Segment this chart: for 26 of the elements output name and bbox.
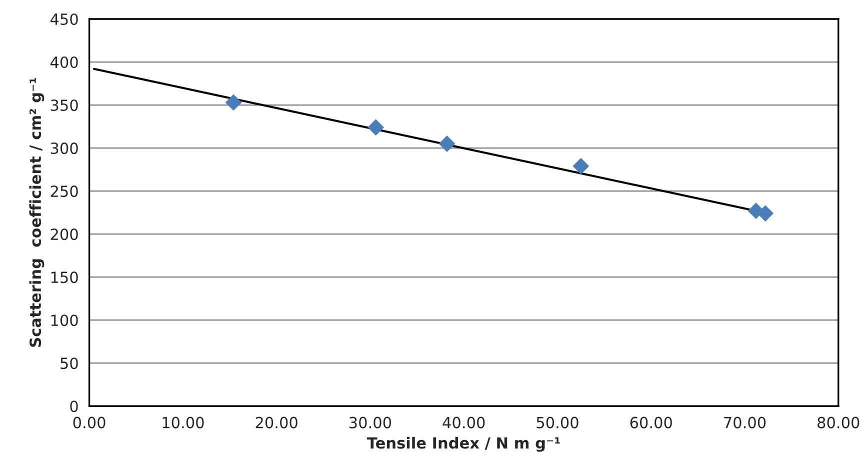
point [438, 136, 456, 152]
y-tick-label: 150 [51, 272, 78, 284]
y-tick-label: 100 [51, 314, 78, 326]
x-tick-label: 50.00 [536, 416, 578, 428]
point [757, 205, 774, 222]
point [572, 158, 590, 174]
y-axis-title: Scattering coefficient / cm² g⁻¹ [29, 78, 44, 347]
x-tick-label: 60.00 [630, 416, 672, 428]
y-tick-label: 300 [50, 142, 78, 154]
x-tick-label: 40.00 [442, 416, 485, 428]
x-tick-label: 10.00 [162, 416, 204, 428]
x-tick-label: 30.00 [350, 416, 392, 428]
y-tick-label: 350 [50, 99, 78, 112]
x-tick-label: 20.00 [256, 416, 298, 428]
y-tick-label: 0 [70, 400, 78, 412]
y-tick-label: 450 [50, 13, 78, 26]
y-tick-label: 200 [50, 228, 78, 240]
x-tick-label: 70.00 [724, 416, 766, 428]
y-tick-label: 400 [50, 56, 78, 68]
x-tick-label: 80.00 [818, 416, 860, 428]
point [225, 94, 242, 111]
y-tick-label: 50 [60, 358, 78, 370]
point [368, 119, 384, 136]
y-tick-label: 250 [50, 186, 78, 198]
x-tick-label: 0.00 [73, 416, 106, 428]
x-axis-title: Tensile Index / N m g⁻¹ [366, 436, 560, 452]
